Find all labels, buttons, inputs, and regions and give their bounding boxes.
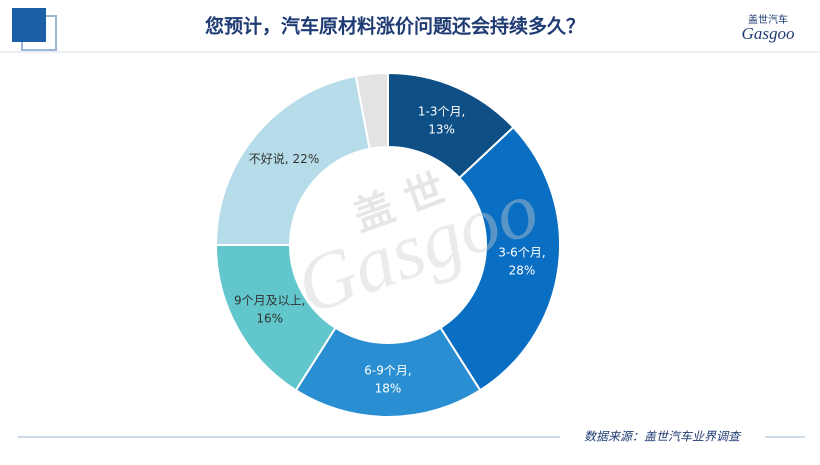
deco-square	[12, 8, 46, 42]
data-label-category: 9个月及以上,	[234, 294, 305, 308]
donut-segment	[439, 125, 561, 392]
title: 您预计，汽车原材料涨价问题还会持续多久？	[205, 15, 585, 38]
logo-cn: 盖世汽车	[748, 13, 788, 26]
data-label-value: 18%	[375, 382, 402, 396]
donut-segment	[214, 74, 371, 246]
logo-en: Gasgoo	[742, 24, 795, 43]
donut-segment	[354, 71, 389, 150]
data-label-value: 22%	[293, 151, 320, 165]
data-label-category: 1-3个月,	[418, 105, 465, 119]
data-label-value: 13%	[428, 123, 455, 137]
data-label: 不好说, 22%	[249, 150, 320, 165]
data-label-category: 6-9个月,	[364, 364, 411, 378]
data-label-category: 3-6个月,	[498, 245, 545, 259]
source: 数据来源：盖世汽车业界调查	[584, 430, 742, 444]
data-label-category: 不好说,	[249, 150, 289, 165]
data-label-value: 16%	[256, 312, 283, 326]
data-label-value: 28%	[509, 263, 536, 277]
